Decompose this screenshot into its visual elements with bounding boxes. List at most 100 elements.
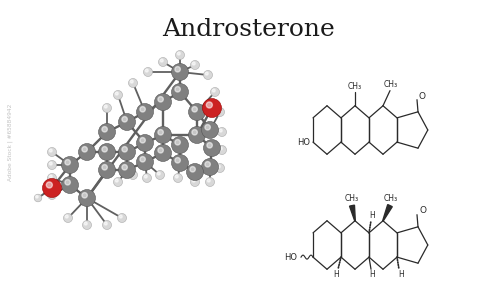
Circle shape <box>212 89 215 92</box>
Circle shape <box>207 143 212 148</box>
Circle shape <box>158 57 168 66</box>
Circle shape <box>218 145 226 154</box>
Circle shape <box>118 162 136 179</box>
Polygon shape <box>382 204 392 221</box>
Circle shape <box>206 72 208 75</box>
Circle shape <box>154 145 172 162</box>
Circle shape <box>172 137 188 153</box>
Text: O: O <box>419 92 426 101</box>
Text: Androsterone: Androsterone <box>162 18 334 41</box>
Circle shape <box>102 164 108 170</box>
Circle shape <box>175 66 180 72</box>
Circle shape <box>48 174 56 183</box>
Circle shape <box>202 99 222 118</box>
Circle shape <box>218 128 226 137</box>
Circle shape <box>192 62 195 65</box>
Circle shape <box>50 192 52 195</box>
Circle shape <box>192 179 195 182</box>
Circle shape <box>204 139 220 156</box>
Circle shape <box>114 91 122 99</box>
Circle shape <box>50 149 52 152</box>
Circle shape <box>202 158 218 176</box>
Circle shape <box>218 165 220 168</box>
Text: CH₃: CH₃ <box>345 194 359 203</box>
Circle shape <box>158 97 164 102</box>
Circle shape <box>36 196 38 198</box>
Circle shape <box>175 139 180 145</box>
Circle shape <box>206 102 212 108</box>
Circle shape <box>154 126 172 143</box>
Circle shape <box>82 193 87 198</box>
Circle shape <box>104 222 107 225</box>
Circle shape <box>140 156 145 162</box>
Circle shape <box>160 59 163 62</box>
Circle shape <box>102 147 108 152</box>
Circle shape <box>190 60 200 70</box>
Circle shape <box>98 162 116 179</box>
Circle shape <box>216 108 224 116</box>
Circle shape <box>104 105 107 108</box>
Circle shape <box>128 170 138 179</box>
Circle shape <box>50 162 52 165</box>
Circle shape <box>176 51 184 60</box>
Circle shape <box>102 127 108 132</box>
Circle shape <box>62 176 78 193</box>
Circle shape <box>128 78 138 87</box>
Circle shape <box>66 215 68 218</box>
Circle shape <box>158 130 164 135</box>
Circle shape <box>82 147 87 152</box>
Circle shape <box>188 126 206 143</box>
Circle shape <box>188 103 206 120</box>
Circle shape <box>122 147 128 152</box>
Circle shape <box>46 182 52 188</box>
Circle shape <box>140 137 145 143</box>
Circle shape <box>178 52 180 55</box>
Text: O: O <box>420 206 427 215</box>
Circle shape <box>64 214 72 222</box>
Circle shape <box>78 143 96 160</box>
Circle shape <box>208 179 210 182</box>
Circle shape <box>175 158 180 163</box>
Circle shape <box>156 170 164 179</box>
Text: CH₃: CH₃ <box>384 80 398 89</box>
Circle shape <box>205 162 210 167</box>
Text: Adobe Stock | #65884942: Adobe Stock | #65884942 <box>7 103 12 181</box>
Circle shape <box>172 154 188 172</box>
Circle shape <box>218 109 220 112</box>
Text: H: H <box>369 270 375 279</box>
Polygon shape <box>350 205 356 221</box>
Circle shape <box>204 70 212 80</box>
Circle shape <box>122 116 128 122</box>
Circle shape <box>136 153 154 170</box>
Circle shape <box>144 175 147 178</box>
Circle shape <box>220 147 222 150</box>
Circle shape <box>114 178 122 187</box>
Circle shape <box>65 179 70 185</box>
Circle shape <box>130 80 133 83</box>
Circle shape <box>202 122 218 139</box>
Circle shape <box>186 164 204 181</box>
Circle shape <box>205 125 210 130</box>
Circle shape <box>142 174 152 183</box>
Circle shape <box>50 175 52 178</box>
Circle shape <box>216 164 224 172</box>
Circle shape <box>84 222 87 225</box>
Circle shape <box>154 93 172 110</box>
Text: HO: HO <box>284 253 297 262</box>
Circle shape <box>102 220 112 229</box>
Circle shape <box>98 124 116 141</box>
Circle shape <box>220 129 222 132</box>
Circle shape <box>34 194 42 202</box>
Circle shape <box>65 160 70 165</box>
Circle shape <box>48 147 56 156</box>
Circle shape <box>190 178 200 187</box>
Circle shape <box>118 114 136 131</box>
Circle shape <box>210 87 220 97</box>
Circle shape <box>158 172 160 175</box>
Circle shape <box>172 64 188 80</box>
Circle shape <box>192 106 198 112</box>
Circle shape <box>118 143 136 160</box>
Circle shape <box>172 83 188 101</box>
Circle shape <box>136 103 154 120</box>
Text: CH₃: CH₃ <box>384 194 398 203</box>
